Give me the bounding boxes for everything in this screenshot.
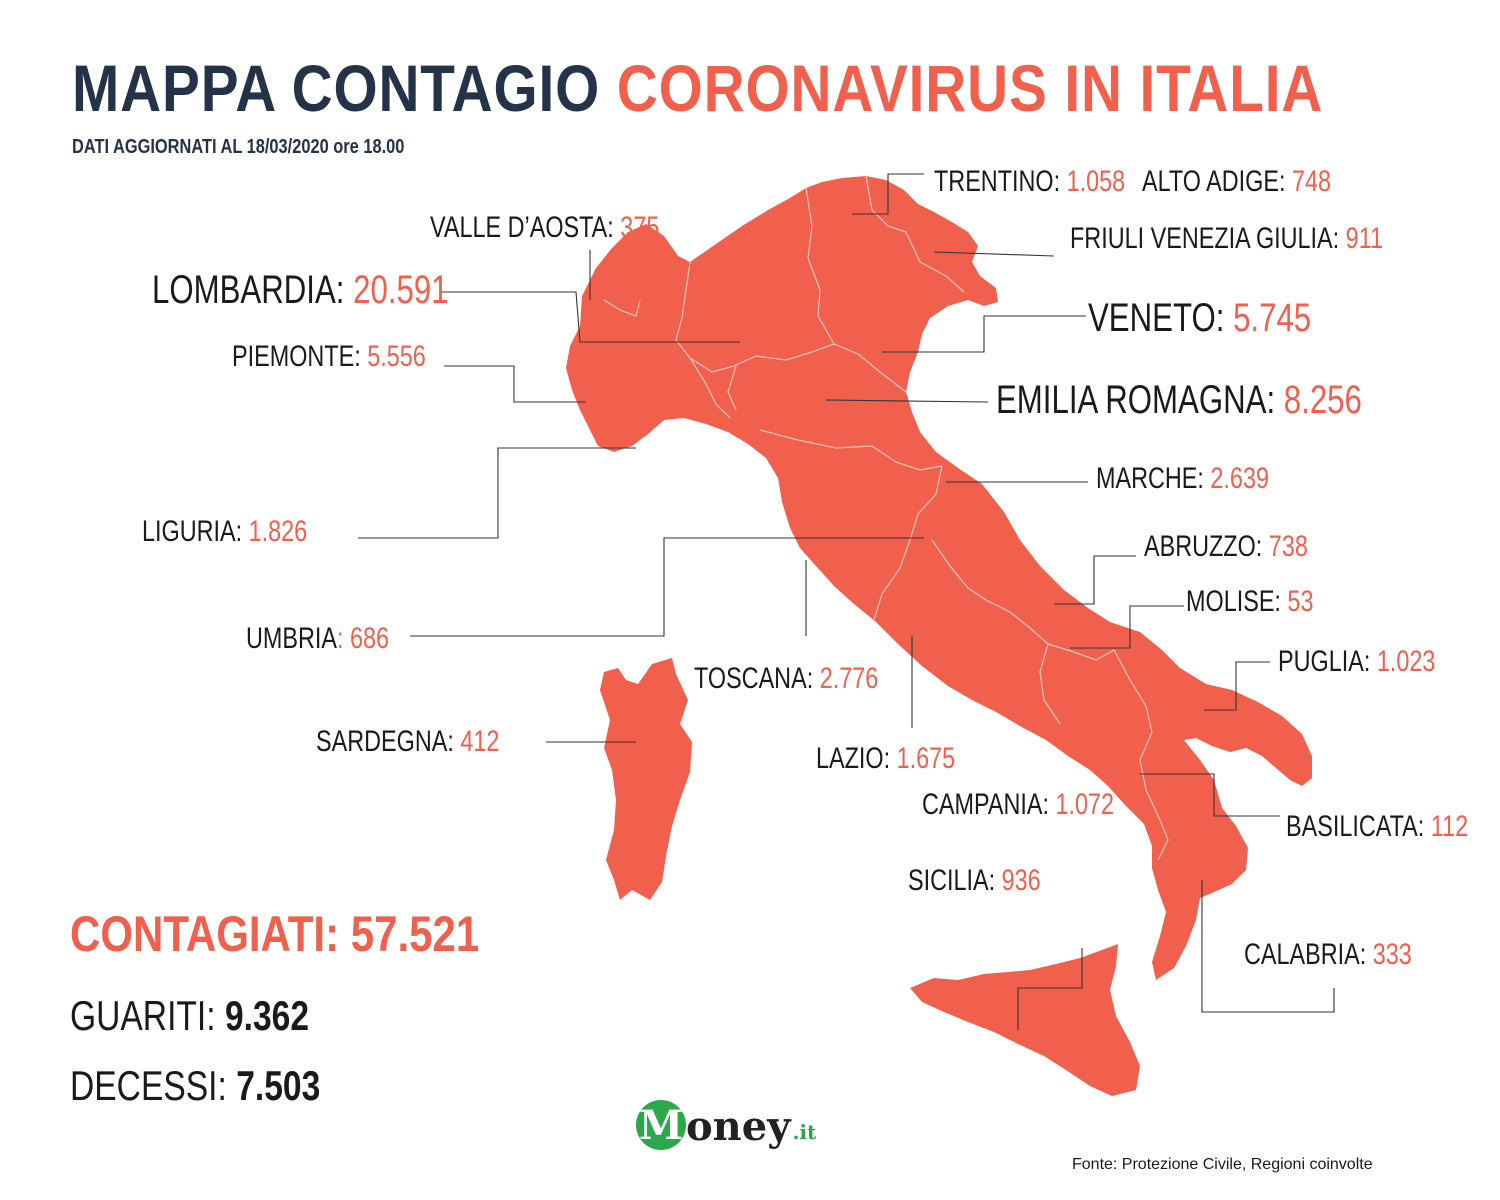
region-name-molise: MOLISE — [1186, 585, 1275, 618]
total-infected: CONTAGIATI: 57.521 — [70, 905, 479, 963]
update-date: DATI AGGIORNATI AL 18/03/2020 ore 18.00 — [72, 136, 405, 158]
region-name-alto-adige: ALTO ADIGE — [1142, 165, 1279, 198]
label-lazio: LAZIO: 1.675 — [816, 742, 956, 775]
region-name-emilia-romagna: EMILIA ROMAGNA — [996, 378, 1267, 422]
label-veneto: VENETO: 5.745 — [1088, 296, 1312, 340]
label-valle-aosta: VALLE D’AOSTA: 375 — [430, 211, 660, 244]
label-sardegna: SARDEGNA: 412 — [316, 725, 500, 758]
total-recovered-value: 9.362 — [224, 992, 310, 1039]
region-name-trentino: TRENTINO — [934, 165, 1054, 198]
sardinia — [600, 658, 692, 900]
region-value-trentino: 1.058 — [1066, 165, 1126, 198]
region-value-lazio: 1.675 — [896, 742, 956, 775]
region-name-puglia: PUGLIA — [1278, 645, 1364, 678]
region-value-lombardia: 20.591 — [353, 268, 449, 312]
region-borders — [603, 175, 1169, 861]
region-value-valle-aosta: 375 — [620, 211, 660, 244]
region-value-abruzzo: 738 — [1268, 530, 1308, 563]
logo-text: oney — [686, 1103, 791, 1150]
label-piemonte: PIEMONTE: 5.556 — [232, 340, 426, 373]
total-infected-value: 57.521 — [350, 906, 480, 962]
logo-suffix: .it — [792, 1120, 817, 1144]
total-infected-label: CONTAGIATI: — [70, 906, 340, 962]
total-recovered: GUARITI: 9.362 — [70, 992, 310, 1039]
region-name-lazio: LAZIO — [816, 742, 884, 775]
total-recovered-label: GUARITI — [70, 992, 207, 1039]
region-value-friuli: 911 — [1345, 222, 1383, 255]
region-name-veneto: VENETO — [1088, 296, 1216, 340]
mainland-italy — [566, 176, 1312, 980]
label-abruzzo: ABRUZZO: 738 — [1144, 530, 1308, 563]
region-value-piemonte: 5.556 — [367, 340, 426, 373]
region-value-alto-adige: 748 — [1291, 165, 1332, 198]
label-marche: MARCHE: 2.639 — [1096, 462, 1269, 495]
sicily — [910, 944, 1140, 1096]
total-deaths-value: 7.503 — [236, 1062, 321, 1109]
region-name-umbria: UMBRIA — [246, 622, 338, 655]
region-name-valle-aosta: VALLE D’AOSTA — [430, 211, 608, 244]
region-name-liguria: LIGURIA — [142, 515, 236, 548]
region-value-marche: 2.639 — [1210, 462, 1269, 495]
region-value-veneto: 5.745 — [1233, 296, 1312, 340]
region-value-puglia: 1.023 — [1376, 645, 1436, 678]
label-alto-adige: ALTO ADIGE: 748 — [1142, 165, 1332, 198]
title-part-2: CORONAVIRUS IN ITALIA — [616, 51, 1324, 125]
region-name-basilicata: BASILICATA — [1286, 810, 1418, 843]
region-name-lombardia: LOMBARDIA — [152, 268, 336, 312]
region-value-basilicata: 112 — [1430, 810, 1469, 843]
region-value-toscana: 2.776 — [819, 662, 879, 695]
region-value-sicilia: 936 — [1001, 864, 1041, 897]
label-calabria: CALABRIA: 333 — [1244, 938, 1412, 971]
source-note: Fonte: Protezione Civile, Regioni coinvo… — [1072, 1156, 1373, 1173]
label-trentino: TRENTINO: 1.058 — [934, 165, 1126, 198]
label-basilicata: BASILICATA: 112 — [1286, 810, 1469, 843]
region-value-calabria: 333 — [1372, 938, 1412, 971]
label-emilia-romagna: EMILIA ROMAGNA: 8.256 — [996, 378, 1362, 422]
total-deaths: DECESSI: 7.503 — [70, 1062, 321, 1109]
label-toscana: TOSCANA: 2.776 — [694, 662, 879, 695]
region-name-piemonte: PIEMONTE — [232, 340, 355, 373]
region-name-calabria: CALABRIA — [1244, 938, 1360, 971]
label-campania: CAMPANIA: 1.072 — [922, 788, 1115, 821]
region-name-marche: MARCHE — [1096, 462, 1198, 495]
leader-lines — [358, 173, 1335, 1030]
label-sicilia: SICILIA: 936 — [908, 864, 1041, 897]
region-name-sicilia: SICILIA — [908, 864, 989, 897]
label-liguria: LIGURIA: 1.826 — [142, 515, 308, 548]
region-value-campania: 1.072 — [1055, 788, 1115, 821]
logo-initial: M — [636, 1100, 686, 1150]
region-value-sardegna: 412 — [460, 725, 500, 758]
region-name-friuli: FRIULI VENEZIA GIULIA — [1070, 222, 1333, 255]
region-name-sardegna: SARDEGNA — [316, 725, 448, 758]
label-molise: MOLISE: 53 — [1186, 585, 1314, 618]
region-name-abruzzo: ABRUZZO — [1144, 530, 1256, 563]
region-value-umbria: 686 — [350, 622, 390, 655]
region-value-liguria: 1.826 — [248, 515, 308, 548]
region-name-toscana: TOSCANA — [694, 662, 807, 695]
page-title: MAPPA CONTAGIO CORONAVIRUS IN ITALIA — [72, 50, 1323, 126]
region-value-emilia-romagna: 8.256 — [1283, 378, 1362, 422]
total-deaths-label: DECESSI — [70, 1062, 218, 1109]
region-name-campania: CAMPANIA — [922, 788, 1043, 821]
label-lombardia: LOMBARDIA: 20.591 — [152, 268, 449, 312]
title-part-1: MAPPA CONTAGIO — [72, 51, 601, 125]
label-umbria: UMBRIA: 686 — [246, 622, 390, 655]
label-puglia: PUGLIA: 1.023 — [1278, 645, 1436, 678]
label-friuli: FRIULI VENEZIA GIULIA: 911 — [1070, 222, 1383, 255]
region-value-molise: 53 — [1287, 585, 1314, 618]
